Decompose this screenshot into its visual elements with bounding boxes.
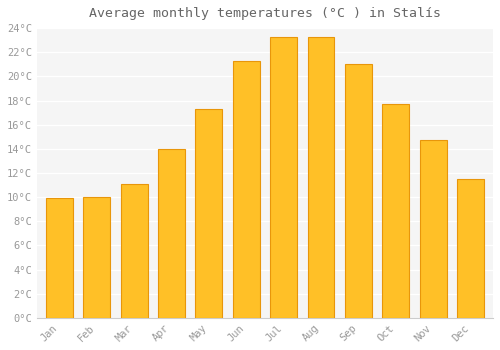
Bar: [457, 179, 484, 318]
Title: Average monthly temperatures (°C ) in Stalís: Average monthly temperatures (°C ) in St…: [89, 7, 441, 20]
Bar: [196, 109, 222, 318]
Bar: [120, 184, 148, 318]
Bar: [382, 104, 409, 318]
Bar: [233, 61, 260, 318]
Bar: [420, 140, 446, 318]
Bar: [83, 197, 110, 318]
Bar: [158, 149, 185, 318]
Bar: [270, 36, 297, 318]
Bar: [345, 64, 372, 318]
Bar: [308, 36, 334, 318]
Bar: [46, 198, 72, 318]
